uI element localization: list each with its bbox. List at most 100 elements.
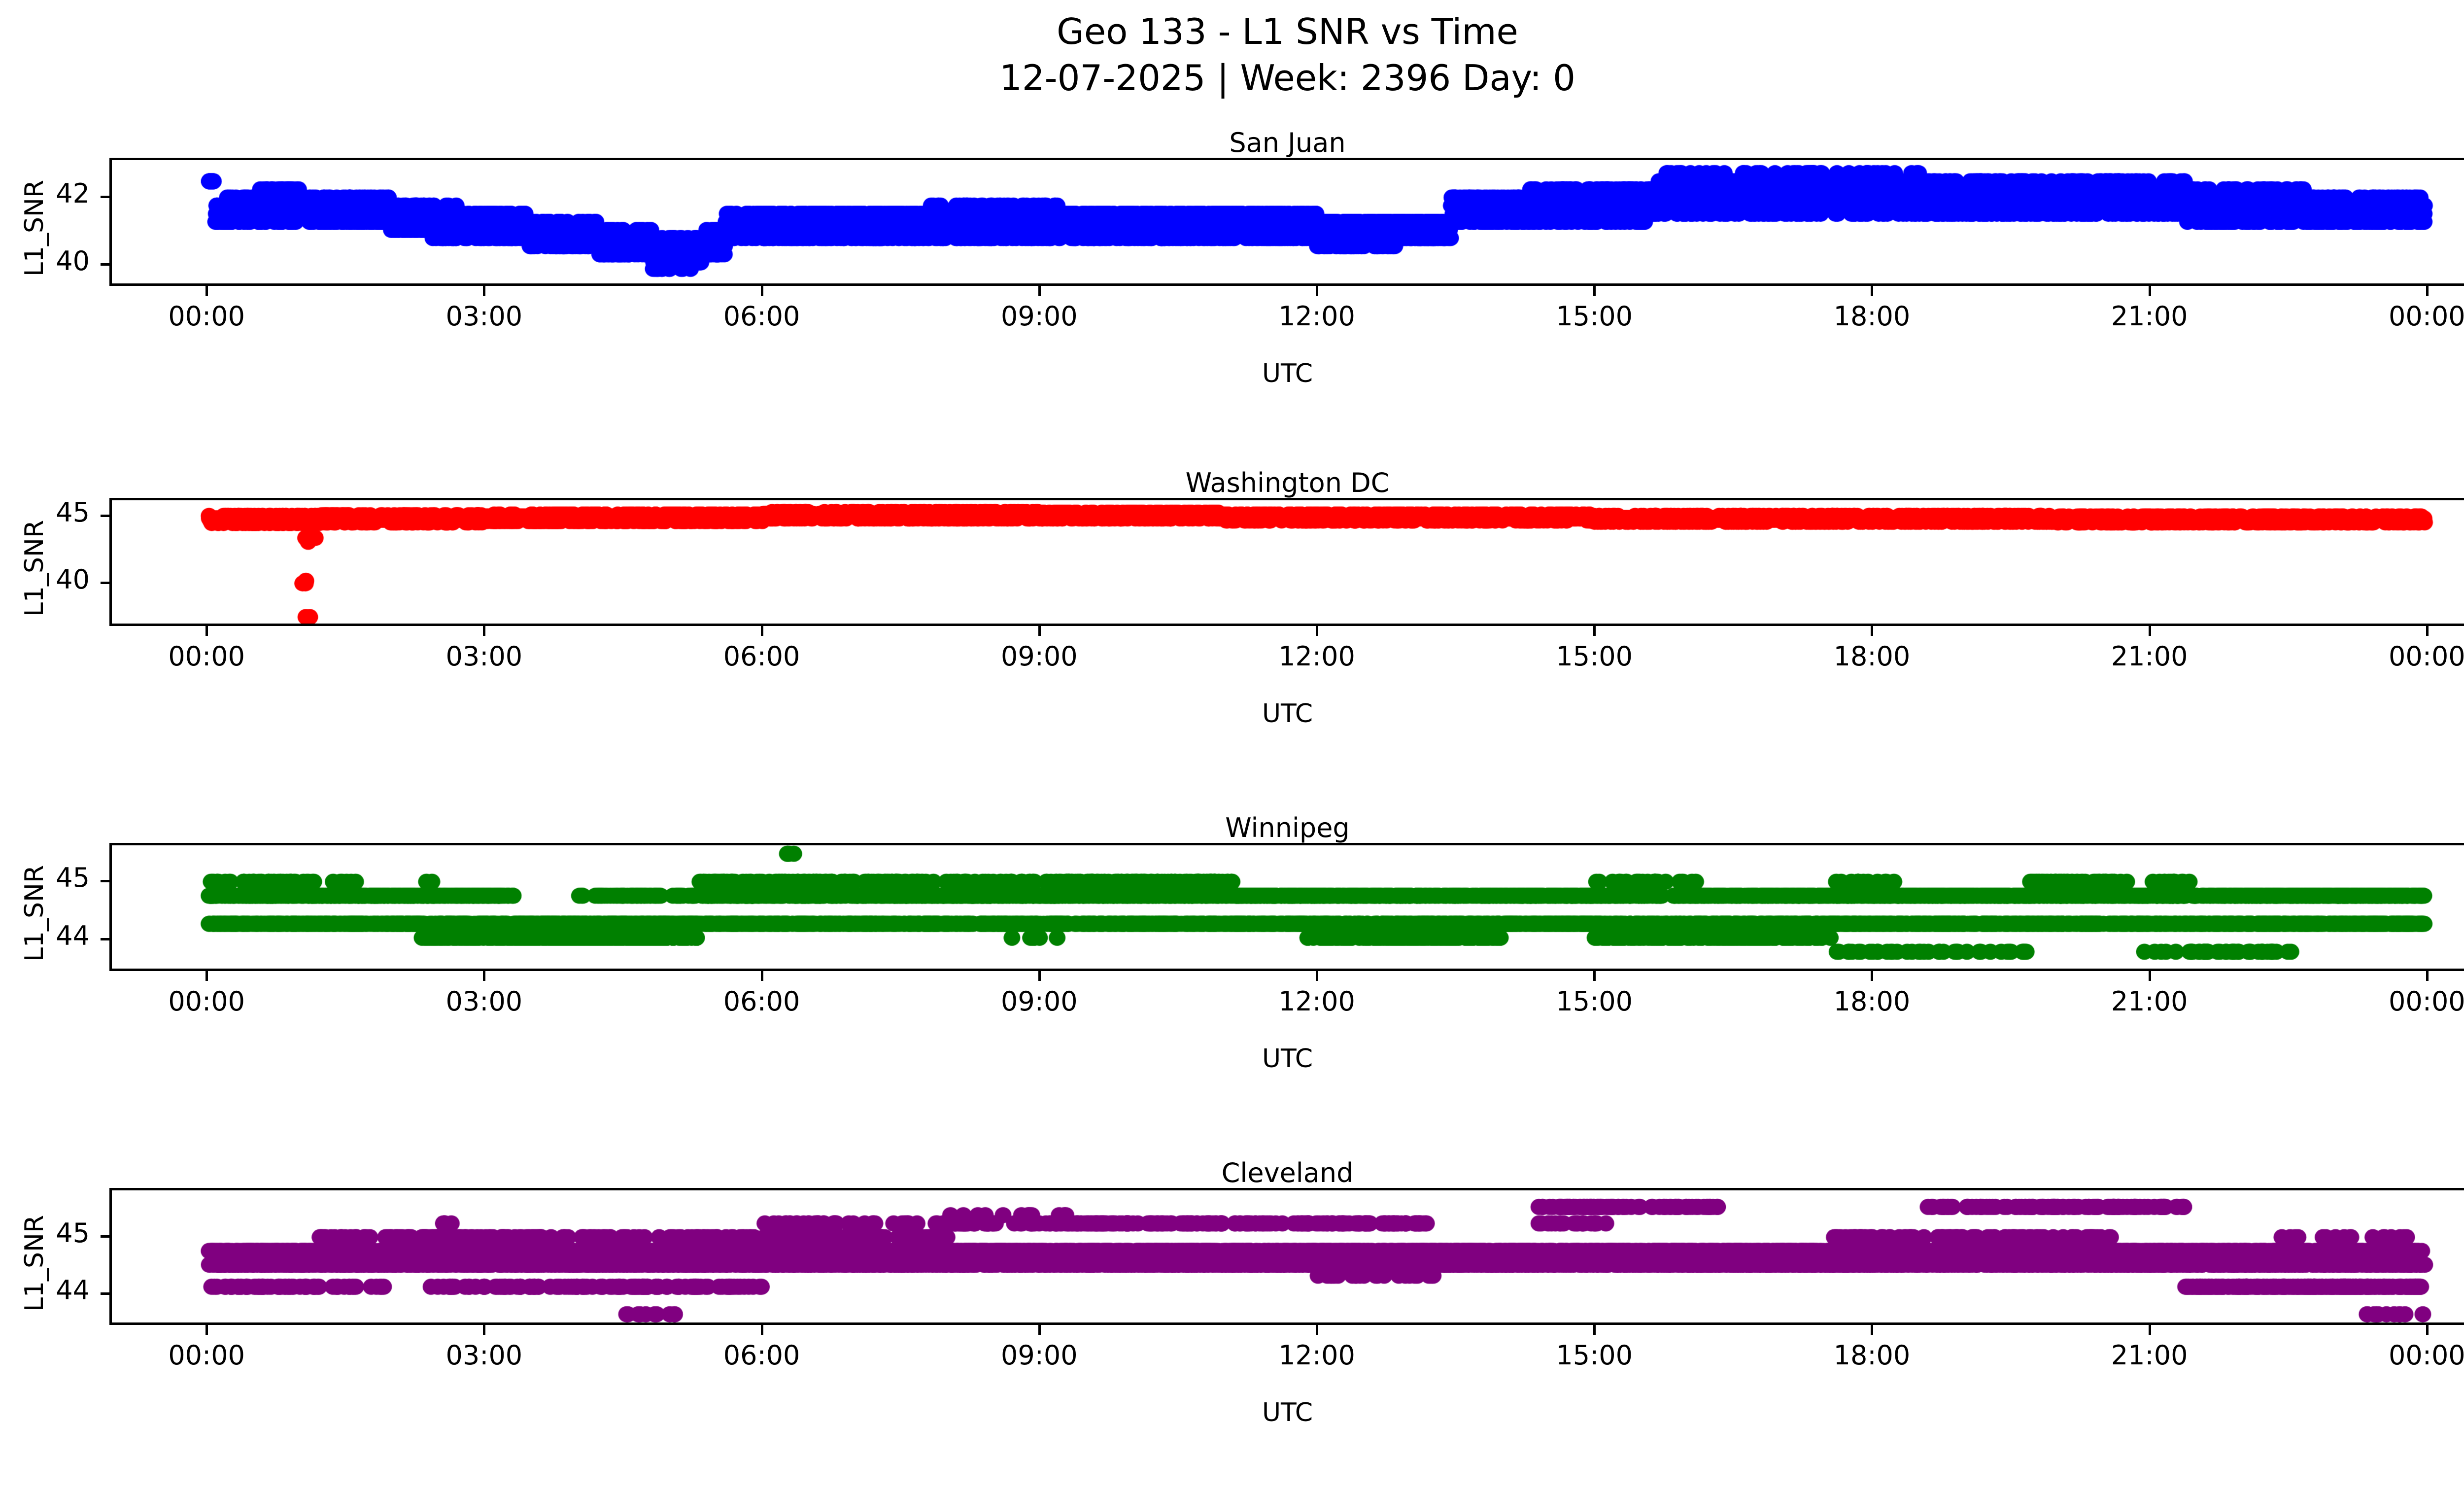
xtick-label-san_juan-5: 15:00 (1556, 301, 1633, 332)
xtick-mark-washington_dc-7 (2148, 626, 2151, 636)
ytick-mark-san_juan-0 (101, 263, 109, 266)
xlabel-cleveland: UTC (1262, 1398, 1313, 1427)
xtick-label-washington_dc-6: 18:00 (1833, 641, 1911, 672)
xtick-mark-cleveland-2 (760, 1325, 763, 1335)
xtick-label-winnipeg-1: 03:00 (445, 986, 523, 1017)
xtick-mark-san_juan-6 (1871, 286, 1874, 296)
xtick-label-washington_dc-4: 12:00 (1278, 641, 1355, 672)
xtick-label-san_juan-8: 00:00 (2389, 301, 2464, 332)
xtick-mark-san_juan-1 (483, 286, 486, 296)
xtick-mark-cleveland-6 (1871, 1325, 1874, 1335)
ytick-label-washington-dc-0: 40 (56, 564, 90, 595)
subplot-title-cleveland: Cleveland (1221, 1157, 1354, 1188)
subplot-cleveland: Cleveland L1_SNR 44 45 UTC 00:00 03:00 06:… (0, 1157, 2464, 1483)
xtick-mark-washington_dc-5 (1593, 626, 1596, 636)
ytick-mark-winnipeg-1 (101, 879, 109, 882)
subplot-washington-dc: Washington DC L1_SNR 40 45 UTC 00:00 03:0… (0, 467, 2464, 783)
xtick-label-washington_dc-3: 09:00 (1000, 641, 1078, 672)
xtick-label-washington_dc-8: 00:00 (2389, 641, 2464, 672)
xtick-label-cleveland-6: 18:00 (1833, 1340, 1911, 1371)
axes-san-juan (109, 158, 2464, 286)
subplot-title-san-juan: San Juan (1229, 127, 1346, 158)
xtick-label-washington_dc-0: 00:00 (168, 641, 245, 672)
suptitle-line-1: Geo 133 - L1 SNR vs Time (1057, 11, 1518, 52)
xtick-mark-san_juan-0 (205, 286, 208, 296)
ylabel-san-juan: L1_SNR (20, 179, 49, 277)
xtick-label-winnipeg-0: 00:00 (168, 986, 245, 1017)
scatter-layer-washington-dc (112, 500, 2464, 624)
ytick-mark-cleveland-0 (101, 1292, 109, 1295)
ytick-mark-washington_dc-1 (101, 514, 109, 517)
ytick-label-san-juan-1: 42 (56, 177, 90, 209)
ytick-label-cleveland-0: 44 (56, 1275, 90, 1306)
subplot-winnipeg: Winnipeg L1_SNR 44 45 UTC 00:00 03:00 06:0… (0, 812, 2464, 1128)
xtick-mark-san_juan-3 (1038, 286, 1041, 296)
xtick-label-cleveland-7: 21:00 (2111, 1340, 2188, 1371)
xtick-mark-winnipeg-8 (2426, 971, 2429, 981)
ytick-mark-winnipeg-0 (101, 938, 109, 940)
subplot-title-winnipeg: Winnipeg (1225, 812, 1350, 843)
xtick-label-san_juan-2: 06:00 (723, 301, 800, 332)
subplot-san-juan: San Juan L1_SNR 40 42 UTC 00:00 03:00 06:0… (0, 127, 2464, 443)
xtick-mark-winnipeg-3 (1038, 971, 1041, 981)
xtick-mark-winnipeg-5 (1593, 971, 1596, 981)
xtick-mark-cleveland-4 (1316, 1325, 1318, 1335)
ylabel-cleveland: L1_SNR (20, 1215, 49, 1312)
figure-suptitle: Geo 133 - L1 SNR vs Time 12-07-2025 | We… (0, 9, 2464, 101)
xlabel-san-juan: UTC (1262, 359, 1313, 388)
xtick-mark-winnipeg-2 (760, 971, 763, 981)
xlabel-winnipeg: UTC (1262, 1044, 1313, 1074)
xtick-label-winnipeg-4: 12:00 (1278, 986, 1355, 1017)
xtick-label-san_juan-1: 03:00 (445, 301, 523, 332)
xtick-mark-san_juan-5 (1593, 286, 1596, 296)
xtick-mark-cleveland-7 (2148, 1325, 2151, 1335)
xtick-mark-san_juan-8 (2426, 286, 2429, 296)
xtick-mark-cleveland-5 (1593, 1325, 1596, 1335)
xtick-mark-cleveland-8 (2426, 1325, 2429, 1335)
ytick-label-cleveland-1: 45 (56, 1217, 90, 1249)
ytick-mark-washington_dc-0 (101, 582, 109, 585)
xtick-mark-washington_dc-3 (1038, 626, 1041, 636)
xtick-mark-washington_dc-2 (760, 626, 763, 636)
xtick-mark-washington_dc-1 (483, 626, 486, 636)
xtick-mark-cleveland-1 (483, 1325, 486, 1335)
xtick-label-washington_dc-7: 21:00 (2111, 641, 2188, 672)
xtick-mark-winnipeg-6 (1871, 971, 1874, 981)
xtick-mark-winnipeg-0 (205, 971, 208, 981)
xtick-label-san_juan-0: 00:00 (168, 301, 245, 332)
xtick-mark-washington_dc-8 (2426, 626, 2429, 636)
ytick-mark-cleveland-1 (101, 1235, 109, 1238)
subplot-title-washington-dc: Washington DC (1185, 467, 1390, 498)
xtick-label-san_juan-4: 12:00 (1278, 301, 1355, 332)
xtick-label-winnipeg-6: 18:00 (1833, 986, 1911, 1017)
xtick-mark-san_juan-4 (1316, 286, 1318, 296)
xtick-label-cleveland-8: 00:00 (2389, 1340, 2464, 1371)
xtick-label-san_juan-6: 18:00 (1833, 301, 1911, 332)
suptitle-line-2: 12-07-2025 | Week: 2396 Day: 0 (999, 57, 1575, 99)
xtick-label-san_juan-7: 21:00 (2111, 301, 2188, 332)
xtick-label-winnipeg-8: 00:00 (2389, 986, 2464, 1017)
xtick-mark-san_juan-7 (2148, 286, 2151, 296)
axes-cleveland (109, 1188, 2464, 1325)
xtick-mark-cleveland-3 (1038, 1325, 1041, 1335)
xtick-label-winnipeg-5: 15:00 (1556, 986, 1633, 1017)
xtick-label-washington_dc-2: 06:00 (723, 641, 800, 672)
xtick-mark-washington_dc-0 (205, 626, 208, 636)
xtick-label-cleveland-5: 15:00 (1556, 1340, 1633, 1371)
xtick-mark-cleveland-0 (205, 1325, 208, 1335)
ytick-label-winnipeg-1: 45 (56, 862, 90, 893)
xtick-label-san_juan-3: 09:00 (1000, 301, 1078, 332)
scatter-layer-san-juan (112, 160, 2464, 283)
xtick-label-washington_dc-1: 03:00 (445, 641, 523, 672)
xtick-label-winnipeg-7: 21:00 (2111, 986, 2188, 1017)
xtick-label-cleveland-4: 12:00 (1278, 1340, 1355, 1371)
xtick-label-cleveland-2: 06:00 (723, 1340, 800, 1371)
xtick-label-winnipeg-2: 06:00 (723, 986, 800, 1017)
ytick-label-washington-dc-1: 45 (56, 496, 90, 528)
ytick-label-san-juan-0: 40 (56, 245, 90, 277)
xtick-mark-washington_dc-6 (1871, 626, 1874, 636)
xtick-label-cleveland-3: 09:00 (1000, 1340, 1078, 1371)
xtick-mark-san_juan-2 (760, 286, 763, 296)
axes-washington-dc (109, 498, 2464, 626)
